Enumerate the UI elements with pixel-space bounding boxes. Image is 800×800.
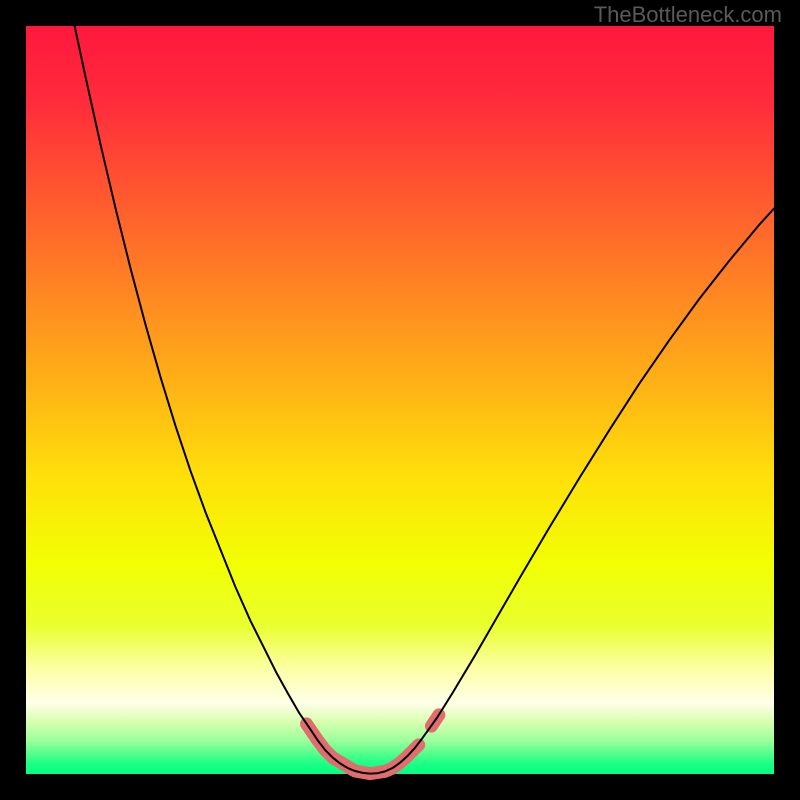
watermark-label: TheBottleneck.com bbox=[594, 2, 782, 28]
main-curve bbox=[75, 26, 774, 774]
plot-area bbox=[26, 26, 774, 774]
chart-overlay bbox=[26, 26, 774, 774]
stage: TheBottleneck.com bbox=[0, 0, 800, 800]
curve-highlight bbox=[307, 715, 439, 774]
